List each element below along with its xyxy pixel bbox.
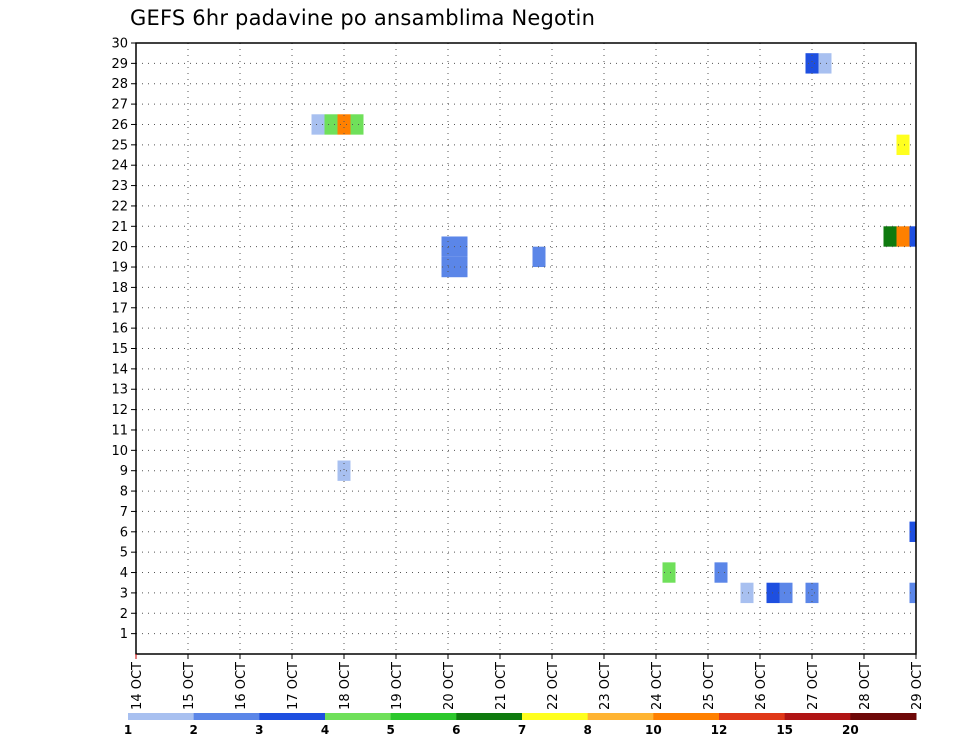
x-tick-label: 25 OCT	[702, 662, 717, 710]
x-tick-label: 22 OCT	[546, 662, 561, 710]
y-tick-label: 26	[111, 118, 128, 133]
x-tick-label: 15 OCT	[182, 662, 197, 710]
x-tick-label: 24 OCT	[650, 662, 665, 710]
legend-label: 4	[321, 723, 329, 737]
x-tick-label: 16 OCT	[234, 662, 249, 710]
legend-label: 6	[452, 723, 460, 737]
y-tick-label: 13	[111, 383, 128, 398]
legend-swatch	[784, 713, 851, 720]
y-tick-label: 9	[120, 464, 128, 479]
y-tick-label: 27	[111, 98, 128, 113]
y-tick-label: 15	[111, 342, 128, 357]
y-tick-label: 21	[111, 220, 128, 235]
y-tick-label: 28	[111, 77, 128, 92]
y-tick-label: 7	[120, 505, 128, 520]
x-tick-label: 26 OCT	[754, 662, 769, 710]
heatmap-cell	[896, 226, 910, 247]
heatmap-cell	[909, 582, 916, 604]
y-tick-label: 4	[120, 566, 128, 581]
y-tick-label: 22	[111, 199, 128, 214]
legend-swatch	[259, 713, 326, 720]
y-tick-label: 29	[111, 57, 128, 72]
heatmap-cell	[909, 226, 916, 247]
legend-swatch	[850, 713, 917, 720]
y-tick-label: 2	[120, 607, 128, 622]
heatmap-cell	[805, 582, 819, 604]
y-tick-label: 25	[111, 138, 128, 153]
heatmap-cell	[532, 246, 546, 268]
legend-swatch	[193, 713, 260, 720]
x-tick-label: 29 OCT	[910, 662, 925, 710]
heatmap-cell	[337, 460, 351, 481]
y-tick-label: 14	[111, 362, 128, 377]
legend-swatch	[719, 713, 786, 720]
y-tick-label: 5	[120, 546, 128, 561]
y-tick-label: 30	[111, 37, 128, 52]
y-tick-label: 10	[111, 444, 128, 459]
heatmap-cell	[350, 114, 364, 135]
legend-label: 12	[711, 723, 728, 737]
legend-label: 10	[645, 723, 662, 737]
legend-swatch	[325, 713, 392, 720]
y-tick-label: 16	[111, 322, 128, 337]
x-tick-label: 19 OCT	[390, 662, 405, 710]
legend-swatch	[587, 713, 654, 720]
y-tick-label: 24	[111, 159, 128, 174]
y-tick-label: 1	[120, 627, 128, 642]
heatmap-cell	[324, 114, 338, 135]
legend-swatch	[653, 713, 720, 720]
x-tick-label: 21 OCT	[494, 662, 509, 710]
legend-label: 2	[189, 723, 197, 737]
legend-label: 3	[255, 723, 263, 737]
legend-swatch	[390, 713, 457, 720]
y-tick-label: 3	[120, 586, 128, 601]
y-tick-label: 18	[111, 281, 128, 296]
heatmap-cell	[662, 562, 676, 583]
x-tick-label: 23 OCT	[598, 662, 613, 710]
heatmap-cell	[805, 53, 819, 74]
chart-title: GEFS 6hr padavine po ansamblima Negotin	[130, 6, 596, 30]
legend-label: 20	[842, 723, 859, 737]
y-tick-label: 12	[111, 403, 128, 418]
heatmap-cell	[883, 226, 897, 247]
heatmap-cell	[896, 134, 910, 156]
y-tick-label: 17	[111, 301, 128, 316]
legend-label: 1	[124, 723, 132, 737]
heatmap-cell	[311, 114, 325, 135]
legend-swatch	[456, 713, 523, 720]
y-tick-label: 11	[111, 423, 128, 438]
legend-label: 15	[776, 723, 793, 737]
legend-label: 8	[583, 723, 591, 737]
legend-swatch	[522, 713, 589, 720]
x-tick-label: 14 OCT	[130, 662, 145, 710]
x-tick-label: 28 OCT	[858, 662, 873, 710]
heatmap-cell	[714, 562, 728, 583]
legend-label: 5	[386, 723, 394, 737]
x-tick-label: 20 OCT	[442, 662, 457, 710]
heatmap-cell	[740, 582, 754, 604]
y-tick-label: 20	[111, 240, 128, 255]
heatmap-cell	[818, 53, 832, 74]
y-tick-label: 23	[111, 179, 128, 194]
legend-label: 7	[518, 723, 526, 737]
legend-swatch	[128, 713, 195, 720]
heatmap-cell	[909, 521, 916, 542]
y-tick-label: 6	[120, 525, 128, 540]
x-tick-label: 18 OCT	[338, 662, 353, 710]
y-tick-label: 19	[111, 261, 128, 276]
x-tick-label: 27 OCT	[806, 662, 821, 710]
heatmap-cell	[779, 582, 793, 604]
y-tick-label: 8	[120, 485, 128, 500]
heatmap-cell	[337, 114, 351, 135]
x-tick-label: 17 OCT	[286, 662, 301, 710]
